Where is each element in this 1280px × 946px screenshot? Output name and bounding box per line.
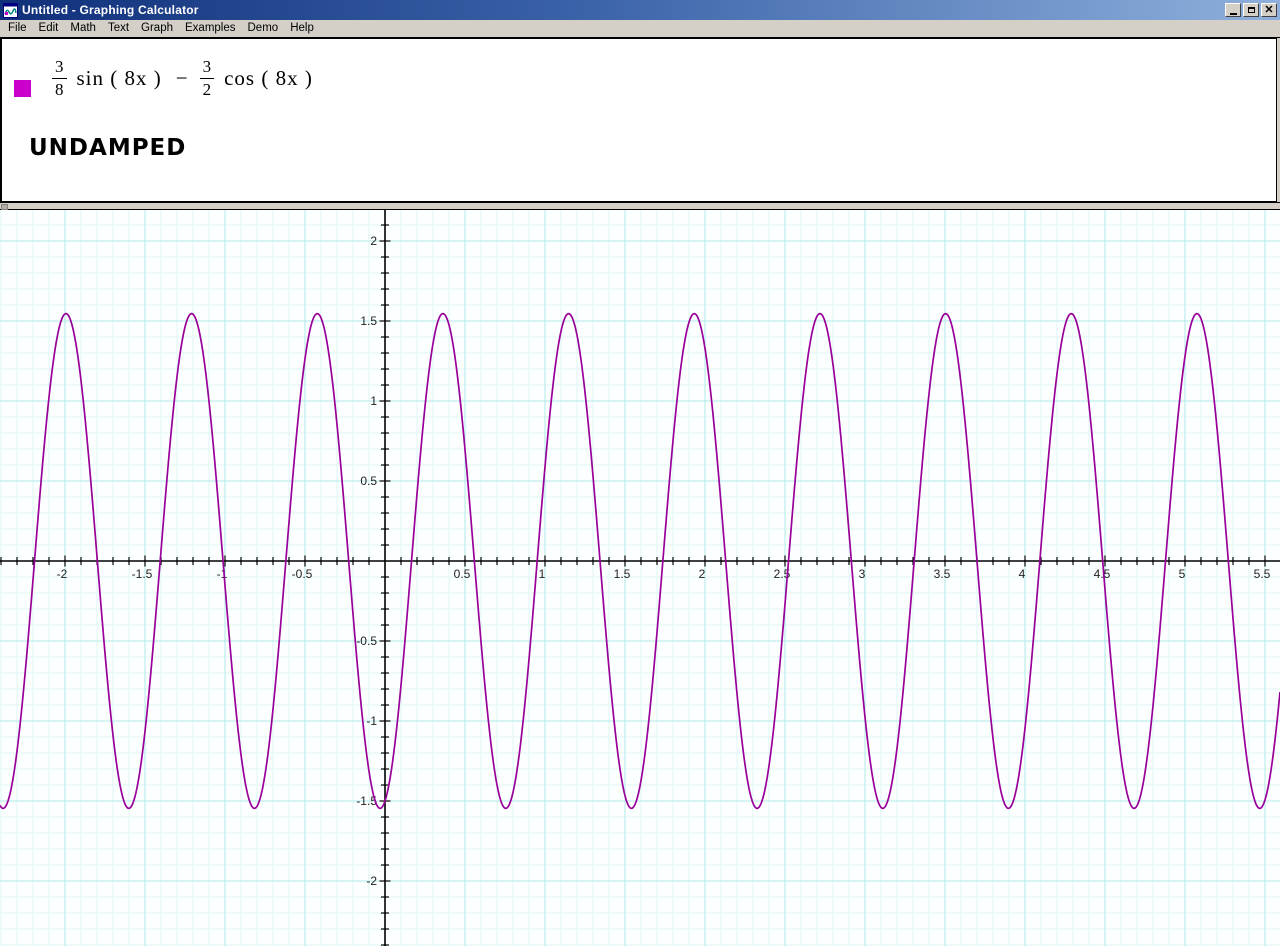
close-icon: ✕	[1264, 4, 1274, 16]
menu-demo[interactable]: Demo	[247, 22, 279, 34]
graph-area[interactable]: -2 -1.5 -1 -0.5 0.5 1 1.5 2 2.5 3 3.5 4 4.5 5 5.5 2 1.5 1…	[0, 210, 1280, 946]
menu-math[interactable]: Math	[70, 22, 96, 34]
x-tick-label: 4	[1019, 567, 1026, 581]
restore-button[interactable]	[1243, 3, 1259, 17]
fraction-numerator: 3	[52, 57, 67, 79]
x-tick-label: 3	[859, 567, 866, 581]
x-tick-label: -1	[217, 567, 228, 581]
x-tick-label: 4.5	[1094, 567, 1111, 581]
equation-term-cos: cos ( 8x )	[224, 65, 313, 90]
equation-color-swatch[interactable]	[14, 80, 31, 97]
fraction-one: 3 8	[52, 57, 67, 99]
function-plot[interactable]: -2 -1.5 -1 -0.5 0.5 1 1.5 2 2.5 3 3.5 4 4.5 5 5.521.51…	[0, 210, 1280, 946]
menu-help[interactable]: Help	[290, 22, 314, 34]
menu-file[interactable]: File	[8, 22, 27, 34]
fraction-numerator: 3	[199, 57, 215, 79]
y-tick-label: 2	[370, 234, 377, 248]
menu-edit[interactable]: Edit	[38, 22, 59, 34]
fraction-two: 3 2	[199, 57, 215, 99]
x-tick-label: 3.5	[934, 567, 951, 581]
x-tick-label: -0.5	[292, 567, 313, 581]
equation-panel[interactable]: 3 8 sin ( 8x ) − 3 2 cos ( 8x ) UNDAMPED	[0, 38, 1277, 202]
y-tick-label: 1	[370, 394, 377, 408]
equation-term-sin: sin ( 8x )	[76, 65, 162, 90]
equation-expression[interactable]: 3 8 sin ( 8x ) − 3 2 cos ( 8x )	[48, 57, 319, 99]
x-tick-label: 0.5	[454, 567, 471, 581]
minimize-icon	[1229, 12, 1237, 15]
menubar: File Edit Math Text Graph Examples Demo …	[0, 20, 1280, 38]
x-tick-label: 5	[1179, 567, 1186, 581]
x-tick-label: 1	[539, 567, 546, 581]
equation-minus-operator: −	[175, 65, 188, 90]
equation-panel-frame: 3 8 sin ( 8x ) − 3 2 cos ( 8x ) UNDAMPED	[0, 38, 1280, 202]
app-icon	[3, 2, 18, 18]
y-tick-label: -0.5	[356, 634, 377, 648]
titlebar[interactable]: Untitled - Graphing Calculator ✕	[0, 0, 1280, 20]
annotation-text[interactable]: UNDAMPED	[29, 135, 187, 161]
x-tick-label: -1.5	[132, 567, 153, 581]
restore-icon	[1247, 7, 1255, 13]
minimize-button[interactable]	[1225, 3, 1241, 17]
menu-text[interactable]: Text	[107, 22, 130, 34]
menu-examples[interactable]: Examples	[185, 22, 236, 34]
close-button[interactable]: ✕	[1261, 3, 1277, 17]
menu-graph[interactable]: Graph	[141, 22, 173, 34]
y-tick-label: -1.5	[356, 794, 377, 808]
window-title: Untitled - Graphing Calculator	[22, 3, 199, 17]
y-tick-label: -1	[366, 714, 377, 728]
pane-splitter[interactable]	[0, 202, 1280, 210]
function-curve	[0, 312, 1280, 810]
fraction-denominator: 2	[202, 79, 212, 99]
x-tick-label: 1.5	[614, 567, 631, 581]
y-tick-label: 1.5	[360, 314, 377, 328]
y-tick-label: 0.5	[360, 474, 377, 488]
x-tick-label: -2	[57, 567, 68, 581]
fraction-denominator: 8	[55, 79, 64, 99]
y-tick-label: -2	[366, 874, 377, 888]
x-tick-label: 5.5	[1254, 567, 1271, 581]
x-tick-label: 2	[699, 567, 706, 581]
